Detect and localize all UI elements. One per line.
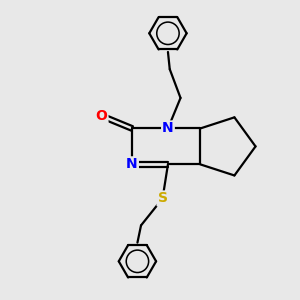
Text: N: N xyxy=(126,158,138,171)
Text: S: S xyxy=(158,191,168,206)
Text: O: O xyxy=(96,109,107,123)
Text: N: N xyxy=(162,122,174,136)
